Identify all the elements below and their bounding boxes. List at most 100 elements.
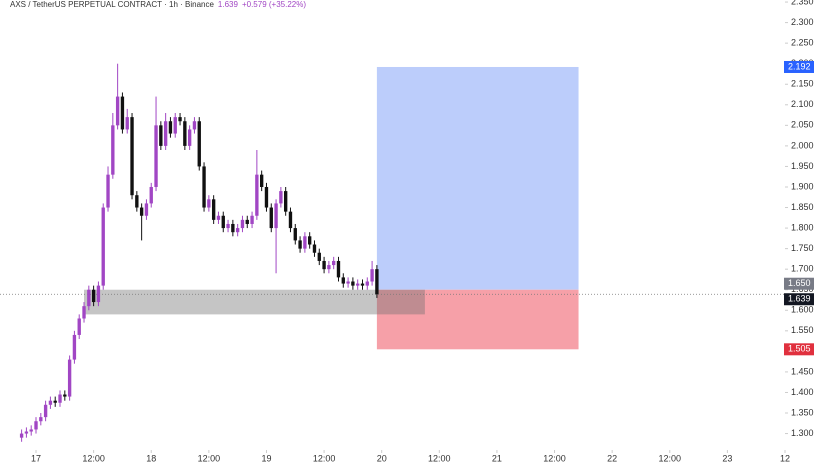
candle-body <box>111 125 115 175</box>
price-tag <box>784 60 814 73</box>
x-tick-label: 12:00 <box>543 453 566 463</box>
candle-body <box>235 228 240 233</box>
candle-body <box>120 96 125 130</box>
y-tick-label: 1.400 <box>791 387 814 397</box>
candle-body <box>39 417 43 422</box>
candle-body <box>202 166 206 208</box>
y-tick-label: 1.800 <box>791 222 814 232</box>
candle-body <box>269 207 273 229</box>
price-change: +0.579 (+35.22%) <box>241 0 306 9</box>
candle-body <box>322 260 326 270</box>
candle-body <box>183 121 187 146</box>
candle-body <box>264 186 269 208</box>
candle-body <box>197 121 201 167</box>
candle-body <box>91 289 96 303</box>
y-tick-label: 1.700 <box>791 264 814 274</box>
candle-body <box>221 215 225 229</box>
candle-body <box>77 318 81 335</box>
x-tick-label: 12 <box>780 453 790 463</box>
candle-body <box>187 129 192 146</box>
y-tick-label: 1.850 <box>791 202 814 212</box>
x-tick-label: 12:00 <box>428 453 451 463</box>
candle-body <box>53 400 57 403</box>
candle-body <box>144 203 149 216</box>
y-tick-label: 1.350 <box>791 407 814 417</box>
candle-body <box>370 269 374 282</box>
candle-body <box>307 236 312 245</box>
candle-body <box>279 191 283 204</box>
candle-body <box>34 421 38 430</box>
candle-body <box>240 219 245 229</box>
x-tick-label: 20 <box>377 453 387 463</box>
candle-body <box>96 285 101 303</box>
y-tick-label: 2.050 <box>791 120 814 130</box>
candle-body <box>125 117 129 130</box>
x-tick-label: 12:00 <box>313 453 336 463</box>
candle-body <box>312 244 317 253</box>
candle-body <box>211 199 216 220</box>
price-tag-label: 2.192 <box>788 61 811 71</box>
last-price: 1.639 <box>217 0 238 9</box>
candle-body <box>63 394 67 397</box>
candle-body <box>82 306 86 319</box>
candle-body <box>72 334 77 360</box>
y-tick-label: 2.350 <box>791 0 814 6</box>
candle-body <box>58 394 62 403</box>
candle-body <box>288 211 293 229</box>
x-tick-label: 21 <box>492 453 502 463</box>
candle-body <box>317 252 321 261</box>
candle-body <box>173 117 177 134</box>
candle-body <box>327 265 331 270</box>
candle-body <box>375 269 379 295</box>
y-tick-label: 1.900 <box>791 181 814 191</box>
candle-body <box>163 121 168 146</box>
profit-zone <box>376 66 579 290</box>
candle-body <box>130 117 134 196</box>
candle-body <box>346 281 350 284</box>
candle-body <box>365 281 369 286</box>
candle-body <box>332 260 336 266</box>
candle-body <box>360 283 365 286</box>
x-tick-label: 23 <box>722 453 732 463</box>
y-tick-label: 1.950 <box>791 161 814 171</box>
x-tick-label: 12:00 <box>198 453 221 463</box>
candle-body <box>159 125 163 146</box>
candle-body <box>303 236 307 249</box>
x-tick-label: 22 <box>607 453 617 463</box>
candle-body <box>67 359 72 397</box>
candle-body <box>178 117 182 122</box>
candle-body <box>115 96 120 126</box>
price-tag-label: 1.639 <box>788 294 811 304</box>
candle-body <box>274 203 278 229</box>
loss-zone <box>376 289 579 350</box>
y-tick-label: 1.450 <box>791 366 814 376</box>
candle-body <box>255 174 259 216</box>
candle-body <box>351 281 355 286</box>
price-tag <box>784 293 814 306</box>
candle-body <box>336 260 341 278</box>
price-tag-label: 1.505 <box>788 344 811 354</box>
candle-body <box>43 404 48 418</box>
x-tick-label: 12:00 <box>82 453 105 463</box>
candle-body <box>216 215 221 220</box>
support-zone <box>84 289 425 315</box>
y-tick-label: 1.300 <box>791 428 814 438</box>
candle-body <box>29 429 33 432</box>
price-tag <box>784 343 814 356</box>
chart-title: AXS / TetherUS PERPETUAL CONTRACT · 1h ·… <box>10 0 214 9</box>
price-tag-label: 1.650 <box>788 278 811 288</box>
y-tick-label: 2.250 <box>791 38 814 48</box>
candle-body <box>168 121 173 134</box>
y-tick-label: 2.150 <box>791 79 814 89</box>
candle-body <box>298 240 302 249</box>
candle-body <box>245 219 249 224</box>
candle-body <box>149 186 153 204</box>
candle-body <box>356 283 360 286</box>
price-tag <box>784 277 814 290</box>
header: AXS / TetherUS PERPETUAL CONTRACT · 1h ·… <box>10 0 306 9</box>
y-tick-label: 2.300 <box>791 17 814 27</box>
candle-body <box>154 125 158 187</box>
candle-body <box>87 289 91 307</box>
